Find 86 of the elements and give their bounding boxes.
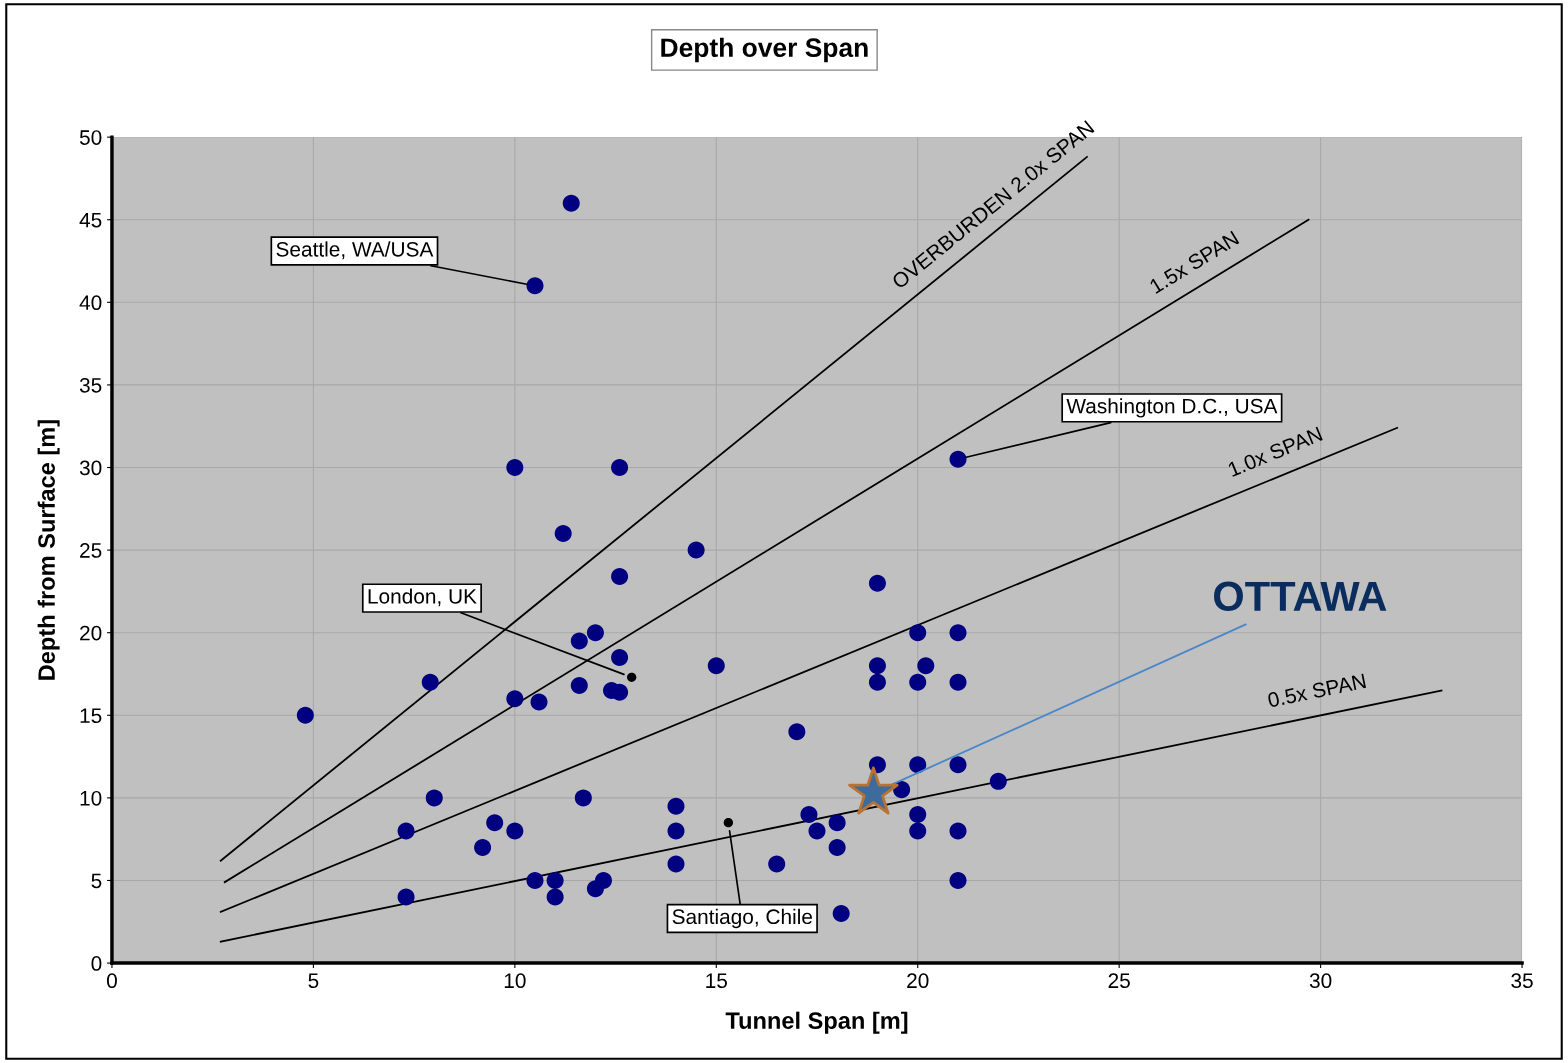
point: [949, 822, 967, 840]
point: [909, 822, 927, 840]
chart-title: Depth over Span: [661, 37, 868, 63]
point: [506, 459, 524, 477]
point: [989, 772, 1007, 790]
x-tick-label: 30: [1309, 973, 1332, 989]
point: [909, 756, 927, 774]
point: [474, 838, 492, 856]
point: [530, 693, 548, 711]
point: [667, 822, 685, 840]
point: [909, 673, 927, 691]
point: [768, 855, 786, 873]
point: [562, 194, 580, 212]
point: [800, 805, 818, 823]
y-tick-label: 20: [80, 625, 102, 641]
x-tick-label: 10: [504, 973, 526, 989]
point: [667, 855, 685, 873]
point: [594, 871, 612, 889]
point: [868, 574, 886, 592]
y-tick-label: 35: [79, 377, 102, 393]
point: [570, 677, 588, 695]
y-tick-label: 40: [79, 295, 102, 311]
point: [486, 814, 504, 832]
point: [828, 814, 846, 832]
point: [574, 789, 592, 807]
point: [949, 450, 967, 468]
point: [611, 648, 629, 666]
point: [397, 888, 415, 906]
point: [723, 818, 734, 828]
point: [788, 723, 806, 741]
point: [868, 657, 886, 675]
point: [909, 805, 927, 823]
annotation: Santiago, Chile: [672, 908, 812, 929]
point: [627, 672, 637, 682]
y-tick-label: 25: [80, 543, 102, 558]
point: [397, 822, 415, 840]
point: [949, 871, 967, 889]
point: [893, 781, 911, 799]
point: [909, 624, 927, 642]
point: [554, 525, 572, 543]
point: [611, 459, 629, 477]
x-tick-label: 35: [1511, 973, 1533, 989]
point: [506, 690, 524, 708]
point: [667, 797, 685, 815]
text: 1.0x SPAN: [1227, 426, 1323, 478]
y-tick-label: 50: [79, 130, 102, 145]
x-tick-label: 0: [106, 973, 117, 989]
point: [917, 657, 935, 675]
x-axis-title: Tunnel Span [m]: [725, 1011, 908, 1034]
point: [526, 277, 544, 295]
point: [868, 673, 886, 691]
y-tick-label: 5: [91, 873, 102, 889]
point: [546, 888, 564, 906]
point: [949, 624, 967, 642]
y-tick-label: 10: [80, 790, 102, 806]
annotation: OTTAWA: [1214, 581, 1387, 612]
y-tick-label: 30: [79, 460, 102, 476]
x-tick-label: 15: [706, 973, 727, 989]
point: [611, 683, 629, 701]
x-tick-label: 20: [907, 973, 929, 989]
point: [707, 657, 725, 675]
point: [808, 822, 826, 840]
point: [526, 871, 544, 889]
point: [828, 838, 846, 856]
point: [546, 871, 564, 889]
y-tick-label: 15: [80, 708, 102, 724]
point: [949, 756, 967, 774]
point: [687, 541, 705, 559]
x-tick-label: 25: [1108, 973, 1130, 989]
annotation: London, UK: [368, 588, 477, 607]
point: [421, 673, 439, 691]
text: 0.5x SPAN: [1267, 673, 1367, 708]
point: [425, 789, 443, 807]
point: [832, 905, 850, 923]
point: [506, 822, 524, 840]
annotation: Washington D.C., USA: [1066, 398, 1278, 418]
y-axis-title: Depth from Surface [m]: [37, 420, 60, 680]
point: [586, 624, 604, 642]
y-tick-label: 0: [91, 956, 102, 971]
point: [611, 568, 629, 586]
x-tick-label: 5: [308, 973, 319, 989]
annotation: Seattle, WA/USA: [276, 241, 434, 260]
point: [296, 706, 314, 724]
point: [949, 673, 967, 691]
y-tick-label: 45: [79, 212, 102, 228]
point: [570, 632, 588, 650]
